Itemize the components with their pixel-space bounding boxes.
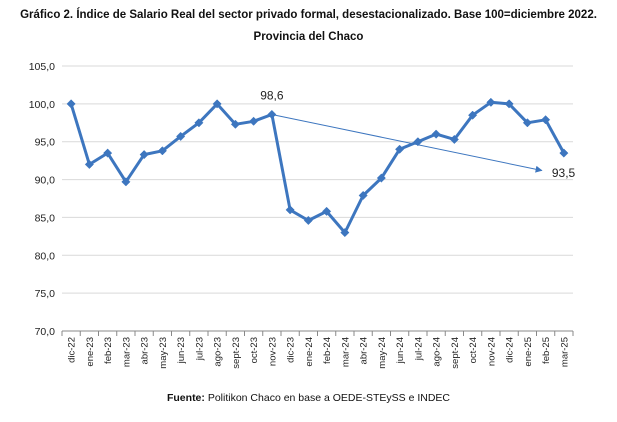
- source-note: Fuente: Politikon Chaco en base a OEDE-S…: [0, 392, 617, 404]
- data-label: 98,6: [260, 88, 284, 102]
- data-point: [522, 118, 532, 128]
- chart-title: Gráfico 2. Índice de Salario Real del se…: [20, 9, 597, 21]
- data-point: [267, 109, 277, 120]
- x-tick-label: nov-23: [267, 337, 278, 366]
- trend-arrow: [271, 113, 543, 173]
- data-point: [285, 205, 295, 215]
- data-point: [176, 131, 186, 141]
- data-point: [84, 159, 94, 169]
- x-tick-label: jul-23: [194, 337, 205, 361]
- y-tick-label: 80,0: [35, 250, 56, 262]
- data-point: [358, 190, 368, 201]
- x-tick-label: feb-23: [103, 337, 114, 364]
- trend-line: [271, 113, 543, 173]
- annotations: 98,6 93,5: [260, 88, 575, 180]
- gridlines: [62, 65, 573, 332]
- x-tick-label: may-23: [158, 337, 169, 369]
- y-tick-label: 75,0: [35, 288, 56, 300]
- data-point: [376, 173, 386, 183]
- x-tick-label: sept-24: [450, 337, 461, 369]
- x-tick-label: mar-25: [559, 337, 570, 367]
- data-point: [249, 116, 259, 126]
- x-tick-label: abr-23: [140, 337, 151, 364]
- source-label: Fuente:: [166, 392, 205, 404]
- line-chart: 70,0 75,0 80,0 85,0 90,0 95,0 100,0 105,0 dic-2…: [29, 61, 576, 369]
- x-axis-ticks: dic-22 ene-23 feb-23 mar-23 abr-23 may-23 jun-…: [67, 337, 571, 369]
- y-tick-label: 95,0: [35, 137, 56, 149]
- x-tick-label: mar-24: [340, 337, 351, 367]
- series-line: [69, 100, 566, 235]
- x-tick-label: mar-23: [121, 337, 132, 367]
- data-point: [340, 228, 350, 238]
- data-point: [194, 118, 204, 128]
- data-point: [103, 148, 113, 158]
- x-tick-label: ene-24: [304, 337, 315, 367]
- x-tick-label: oct-23: [249, 337, 260, 363]
- x-tick-label: nov-24: [486, 337, 497, 366]
- x-tick-label: dic-23: [286, 337, 297, 363]
- data-point: [157, 146, 167, 156]
- x-tick-label: feb-24: [322, 337, 333, 364]
- data-point: [230, 119, 240, 129]
- y-axis-ticks: 70,0 75,0 80,0 85,0 90,0 95,0 100,0 105,0: [29, 61, 55, 338]
- x-tick-label: ago-24: [432, 337, 443, 367]
- data-point: [504, 99, 514, 109]
- data-point: [486, 97, 496, 107]
- x-tick-label: jun-24: [395, 337, 406, 364]
- x-tick-label: sept-23: [231, 337, 242, 369]
- data-point: [413, 137, 423, 147]
- data-point: [66, 99, 76, 109]
- x-tick-label: dic-24: [505, 337, 516, 363]
- data-point: [212, 99, 222, 109]
- data-point: [139, 150, 149, 160]
- data-point: [559, 148, 569, 158]
- data-point: [121, 177, 131, 187]
- y-tick-label: 100,0: [29, 99, 55, 111]
- x-tick-label: ago-23: [213, 337, 224, 367]
- x-tick-label: may-24: [377, 337, 388, 369]
- y-tick-label: 70,0: [35, 326, 56, 338]
- x-tick-label: abr-24: [359, 337, 370, 364]
- data-point: [541, 115, 551, 125]
- series-polyline: [69, 100, 566, 235]
- data-point: [449, 134, 459, 144]
- data-point: [303, 215, 313, 226]
- x-tick-label: dic-22: [67, 337, 78, 363]
- x-tick-label: jun-23: [176, 337, 187, 364]
- x-axis: [61, 330, 574, 336]
- series-markers: [66, 97, 569, 238]
- data-label: 93,5: [552, 166, 576, 180]
- x-tick-label: ene-23: [85, 337, 96, 367]
- data-point: [395, 144, 405, 154]
- data-point: [322, 206, 332, 216]
- chart-subtitle: Provincia del Chaco: [253, 31, 364, 43]
- y-tick-label: 85,0: [35, 212, 56, 224]
- y-tick-label: 90,0: [35, 175, 56, 187]
- x-tick-label: ene-25: [523, 337, 534, 367]
- x-tick-label: oct-24: [468, 337, 479, 363]
- data-point: [468, 110, 478, 120]
- data-point: [431, 129, 441, 139]
- x-tick-label: jul-24: [413, 337, 424, 361]
- y-tick-label: 105,0: [29, 61, 55, 73]
- x-tick-label: feb-25: [541, 337, 552, 364]
- source-text: Politikon Chaco en base a OEDE-STEySS e …: [207, 392, 451, 404]
